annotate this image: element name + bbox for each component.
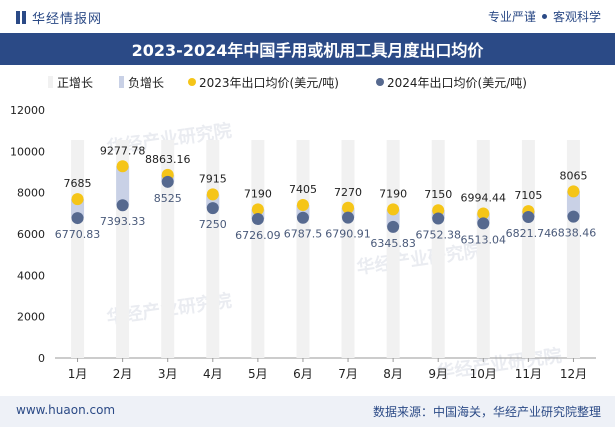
data-label-2023: 9277.78 (100, 144, 146, 157)
column-background (476, 140, 490, 358)
data-label-2023: 7190 (379, 187, 407, 200)
watermark-text: 华经产业研究院 (435, 344, 563, 383)
column-background (161, 140, 175, 358)
tagline-right: 客观科学 (552, 10, 601, 24)
y-tick-label: 0 (38, 352, 45, 365)
point-2023 (296, 198, 309, 211)
data-label-2023: 7190 (244, 187, 272, 200)
column-background (71, 140, 85, 358)
x-tick-label: 9月 (428, 367, 448, 381)
point-2024 (251, 212, 264, 225)
data-label-2023: 8065 (559, 169, 587, 182)
x-tick-label: 3月 (158, 367, 178, 381)
data-label-2023: 6994.44 (461, 191, 507, 204)
point-2023 (251, 203, 264, 216)
point-2024 (477, 217, 490, 230)
x-tick-label: 12月 (560, 367, 587, 381)
data-label-2024: 6770.83 (55, 228, 101, 241)
y-tick-label: 4000 (17, 269, 45, 282)
data-label-2024: 6821.74 (506, 227, 552, 240)
tagline-left: 专业严谨 (487, 10, 536, 24)
legend-swatch (48, 76, 53, 88)
data-label-2024: 6838.46 (551, 227, 597, 240)
x-tick-label: 2月 (113, 367, 133, 381)
data-label-2023: 7685 (64, 177, 92, 190)
data-label-2024: 6787.5 (284, 228, 323, 241)
chart-area: 华经产业研究院华经产业研究院华经产业研究院华经产业研究院正增长负增长2023年出… (10, 76, 597, 384)
data-label-2024: 8525 (154, 192, 182, 205)
point-2023 (477, 207, 490, 220)
x-tick-label: 5月 (248, 367, 268, 381)
data-label-2024: 6513.04 (461, 233, 507, 246)
footer: www.huaon.com 数据来源：中国海关，华经产业研究院整理 (0, 396, 615, 427)
brand-name: 华经情报网 (32, 12, 103, 27)
column-background (386, 140, 400, 358)
footer-source: 数据来源：中国海关，华经产业研究院整理 (372, 405, 601, 419)
data-label-2023: 7405 (289, 183, 317, 196)
y-tick-label: 8000 (17, 187, 45, 200)
legend-label: 2023年出口均价(美元/吨) (199, 76, 339, 90)
x-tick-label: 8月 (383, 367, 403, 381)
legend-swatch (188, 78, 196, 86)
column-background (431, 140, 445, 358)
legend-label: 2024年出口均价(美元/吨) (387, 76, 527, 90)
column-background (296, 140, 310, 358)
y-tick-label: 10000 (10, 145, 45, 158)
data-label-2024: 6790.91 (325, 228, 371, 241)
point-2024 (296, 211, 309, 224)
data-label-2024: 6752.38 (415, 228, 461, 241)
column-background (341, 140, 355, 358)
y-tick-label: 12000 (10, 104, 45, 117)
point-2024 (71, 212, 84, 225)
point-2024 (522, 211, 535, 224)
legend-swatch (119, 76, 124, 88)
data-label-2023: 8863.16 (145, 153, 191, 166)
data-label-2023: 7150 (424, 188, 452, 201)
column-background (251, 140, 265, 358)
point-2024 (342, 211, 355, 224)
point-2024 (432, 212, 445, 225)
point-2023 (116, 160, 129, 173)
header-bar: 华经情报网 专业严谨 客观科学 (0, 0, 615, 33)
x-tick-label: 10月 (470, 367, 497, 381)
data-label-2023: 7915 (199, 172, 227, 185)
footer-url[interactable]: www.huaon.com (16, 403, 116, 417)
dot-icon (541, 14, 547, 19)
point-2023 (567, 185, 580, 198)
change-bar (566, 191, 580, 217)
data-label-2024: 7393.33 (100, 215, 146, 228)
point-2023 (71, 193, 84, 206)
data-label-2023: 7105 (514, 189, 542, 202)
tagline: 专业严谨 客观科学 (488, 8, 601, 25)
brand-logo-icon (16, 11, 26, 24)
point-2024 (206, 202, 219, 215)
point-2024 (387, 220, 400, 233)
legend-swatch (376, 78, 384, 86)
point-2023 (206, 188, 219, 201)
y-tick-label: 6000 (17, 228, 45, 241)
point-2024 (116, 199, 129, 212)
x-tick-label: 6月 (293, 367, 313, 381)
point-2023 (342, 201, 355, 214)
legend-label: 正增长 (57, 76, 93, 90)
point-2024 (567, 210, 580, 223)
x-tick-label: 7月 (338, 367, 358, 381)
y-tick-label: 2000 (17, 311, 45, 324)
change-bar (116, 166, 130, 206)
data-label-2023: 7270 (334, 186, 362, 199)
legend-label: 负增长 (128, 76, 164, 90)
data-label-2024: 6726.09 (235, 229, 281, 242)
brand: 华经情报网 (16, 8, 102, 27)
x-tick-label: 11月 (515, 367, 542, 381)
data-label-2024: 6345.83 (370, 237, 416, 250)
column-background (521, 140, 535, 358)
point-2023 (387, 203, 400, 216)
data-label-2024: 7250 (199, 218, 227, 231)
x-tick-label: 4月 (203, 367, 223, 381)
point-2023 (432, 204, 445, 217)
chart-title: 2023-2024年中国手用或机用工具月度出口均价 (0, 33, 615, 65)
point-2024 (161, 175, 174, 188)
x-tick-label: 1月 (68, 367, 88, 381)
